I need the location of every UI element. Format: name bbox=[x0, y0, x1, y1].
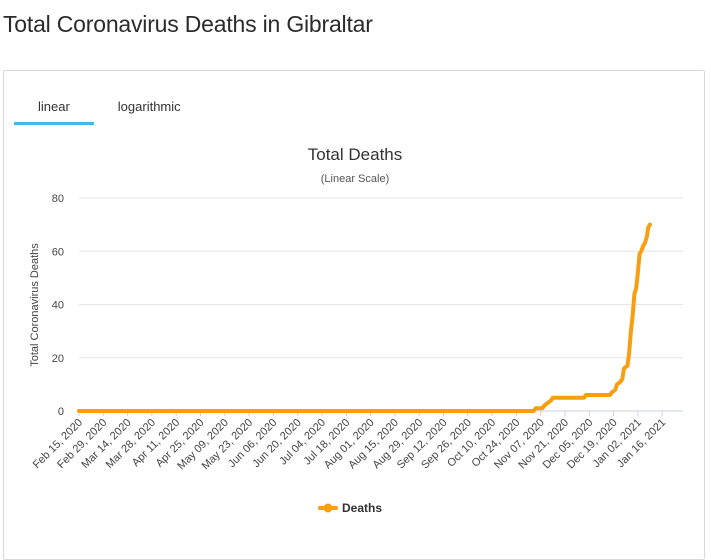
series-line-deaths bbox=[77, 222, 652, 413]
scale-tabs: linear logarithmic bbox=[14, 91, 205, 125]
chart-card: linear logarithmic bbox=[3, 70, 705, 560]
deaths-chart: Total Deaths (Linear Scale) 0 20 40 60 80 Total… bbox=[29, 145, 683, 515]
y-axis-label: Total Coronavirus Deaths bbox=[29, 243, 41, 367]
y-tick-label: 20 bbox=[52, 353, 64, 365]
y-tick-label: 60 bbox=[52, 246, 64, 258]
y-tick-label: 80 bbox=[52, 193, 64, 205]
page-title: Total Coronavirus Deaths in Gibraltar bbox=[3, 11, 373, 37]
chart-subtitle: (Linear Scale) bbox=[321, 173, 389, 185]
legend-swatch-marker bbox=[323, 503, 333, 513]
y-tick-label: 0 bbox=[58, 406, 64, 418]
y-tick-label: 40 bbox=[52, 300, 64, 312]
chart-title: Total Deaths bbox=[308, 145, 403, 164]
legend-label-deaths: Deaths bbox=[342, 501, 382, 515]
tab-linear[interactable]: linear bbox=[14, 91, 94, 125]
tab-logarithmic[interactable]: logarithmic bbox=[117, 99, 181, 114]
